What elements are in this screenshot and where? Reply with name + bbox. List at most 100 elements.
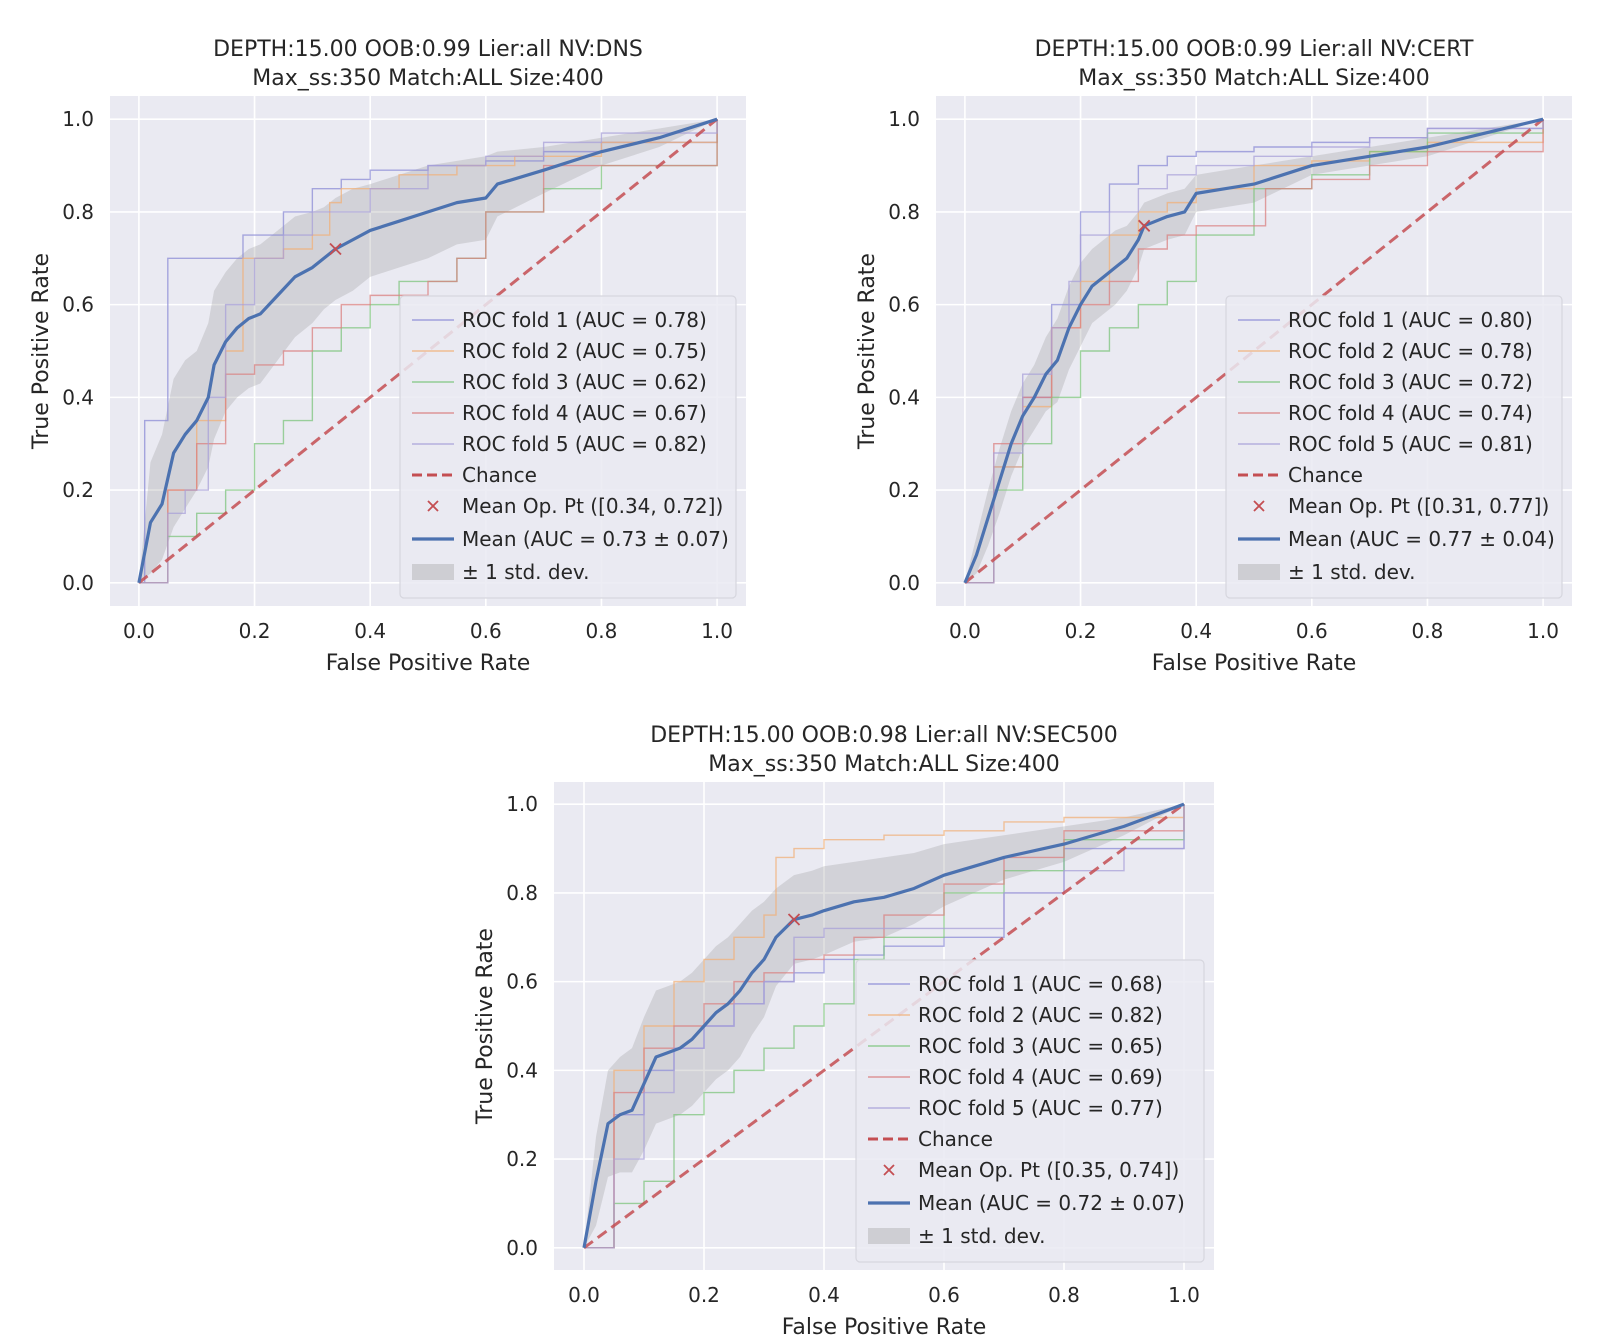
- y-tick-label: 0.8: [888, 200, 920, 224]
- legend-band-swatch: [412, 564, 454, 580]
- legend-label: ± 1 std. dev.: [462, 560, 590, 584]
- legend-box: [855, 959, 1205, 1263]
- roc-fold-5-line: [138, 119, 718, 584]
- mean-op-point-marker: [1138, 219, 1151, 232]
- chart-title-line2: Max_ss:350 Match:ALL Size:400: [708, 752, 1059, 777]
- chart-title-line1: DEPTH:15.00 OOB:0.99 Lier:all NV:CERT: [1035, 37, 1474, 62]
- chart-title-line2: Max_ss:350 Match:ALL Size:400: [1078, 66, 1429, 91]
- legend-label: ROC fold 5 (AUC = 0.82): [462, 432, 707, 456]
- legend-label: Mean (AUC = 0.73 ± 0.07): [462, 527, 729, 551]
- legend-label: ROC fold 4 (AUC = 0.69): [918, 1065, 1163, 1089]
- legend-band-swatch: [868, 1228, 910, 1244]
- y-tick-label: 1.0: [888, 107, 920, 131]
- x-axis-label: False Positive Rate: [782, 1315, 986, 1340]
- x-tick-label: 0.0: [568, 1283, 600, 1307]
- chance-line: [137, 118, 719, 584]
- y-tick-label: 0.2: [888, 478, 920, 502]
- legend-op-point-swatch: [427, 500, 439, 512]
- legend-label: Mean Op. Pt ([0.34, 0.72]): [462, 494, 723, 518]
- legend-label: ROC fold 1 (AUC = 0.78): [462, 308, 707, 332]
- chart-panel-3: 0.0 0.2 0.4 0.6 0.8 1.0 0.0 0.2 0.4 0.6 0.8 1.0 DEPT…: [473, 723, 1214, 1340]
- legend-label: ROC fold 2 (AUC = 0.82): [918, 1003, 1163, 1027]
- y-tick-label: 0.8: [506, 881, 538, 905]
- mean-op-point-marker: [787, 913, 801, 926]
- x-tick-label: 0.0: [949, 619, 981, 643]
- roc-fold-5-line: [584, 804, 1185, 1249]
- x-tick-label: 0.6: [470, 619, 502, 643]
- y-tick-label: 0.8: [62, 200, 94, 224]
- x-tick-label: 0.0: [123, 619, 155, 643]
- y-tick-label: 0.4: [888, 385, 920, 409]
- x-tick-label: 0.4: [354, 619, 386, 643]
- x-tick-label: 0.2: [239, 619, 271, 643]
- legend-label: Mean Op. Pt ([0.31, 0.77]): [1288, 494, 1549, 518]
- legend-box: [1225, 295, 1563, 599]
- x-tick-label: 1.0: [1168, 1283, 1200, 1307]
- legend-label: Mean (AUC = 0.77 ± 0.04): [1288, 527, 1555, 551]
- legend-box: [399, 295, 737, 599]
- chart-panel-1: 0.0 0.2 0.4 0.6 0.8 1.0 0.0 0.2 0.4 0.6 0.8 1.0 DEPT…: [29, 37, 746, 676]
- chance-line: [963, 118, 1545, 584]
- y-tick-label: 0.6: [506, 970, 538, 994]
- legend-label: Chance: [462, 463, 537, 487]
- chart-panel-2: 0.0 0.2 0.4 0.6 0.8 1.0 0.0 0.2 0.4 0.6 0.8 1.0 DEPT…: [855, 37, 1572, 676]
- legend: ROC fold 1 (AUC = 0.68) ROC fold 2 (AUC =…: [855, 959, 1205, 1263]
- x-tick-label: 1.0: [701, 619, 733, 643]
- y-axis-label: True Positive Rate: [855, 253, 880, 450]
- y-tick-label: 1.0: [62, 107, 94, 131]
- y-tick-label: 0.0: [62, 571, 94, 595]
- legend-label: ROC fold 3 (AUC = 0.65): [918, 1034, 1163, 1058]
- x-axis-label: False Positive Rate: [326, 651, 530, 676]
- mean-roc-line: [963, 117, 1544, 584]
- legend-label: Mean Op. Pt ([0.35, 0.74]): [918, 1158, 1179, 1182]
- mean-roc-line: [582, 802, 1185, 1249]
- y-tick-label: 0.4: [62, 385, 94, 409]
- x-tick-label: 0.8: [1412, 619, 1444, 643]
- y-tick-label: 0.6: [62, 293, 94, 317]
- legend-label: Chance: [1288, 463, 1363, 487]
- x-tick-label: 0.2: [688, 1283, 720, 1307]
- chart-title-line2: Max_ss:350 Match:ALL Size:400: [252, 66, 603, 91]
- x-tick-label: 0.6: [928, 1283, 960, 1307]
- x-axis-label: False Positive Rate: [1152, 651, 1356, 676]
- legend-label: ROC fold 2 (AUC = 0.78): [1288, 339, 1533, 363]
- legend-label: ROC fold 4 (AUC = 0.67): [462, 401, 707, 425]
- mean-op-point-marker: [329, 242, 342, 256]
- legend-label: ROC fold 1 (AUC = 0.68): [918, 972, 1163, 996]
- roc-fold-4-line: [138, 119, 718, 584]
- x-tick-label: 1.0: [1527, 619, 1559, 643]
- legend-label: Chance: [918, 1127, 993, 1151]
- x-tick-label: 0.8: [586, 619, 618, 643]
- x-tick-label: 0.4: [1180, 619, 1212, 643]
- legend-label: ROC fold 5 (AUC = 0.77): [918, 1096, 1163, 1120]
- y-axis-label: True Positive Rate: [29, 253, 54, 450]
- y-tick-label: 1.0: [506, 792, 538, 816]
- legend-label: ROC fold 3 (AUC = 0.72): [1288, 370, 1533, 394]
- x-tick-label: 0.2: [1065, 619, 1097, 643]
- x-tick-label: 0.8: [1048, 1283, 1080, 1307]
- legend-label: ± 1 std. dev.: [1288, 560, 1416, 584]
- roc-fold-3-line: [584, 804, 1185, 1249]
- legend: ROC fold 1 (AUC = 0.80) ROC fold 2 (AUC =…: [1225, 295, 1563, 599]
- legend-label: ROC fold 2 (AUC = 0.75): [462, 339, 707, 363]
- legend-label: Mean (AUC = 0.72 ± 0.07): [918, 1191, 1185, 1215]
- roc-fold-2-line: [584, 804, 1185, 1249]
- y-axis-label: True Positive Rate: [473, 928, 498, 1125]
- y-tick-label: 0.0: [506, 1236, 538, 1260]
- chance-line: [583, 802, 1185, 1250]
- legend-op-point-swatch: [883, 1164, 895, 1176]
- y-tick-label: 0.4: [506, 1058, 538, 1082]
- legend-label: ROC fold 3 (AUC = 0.62): [462, 370, 707, 394]
- legend-label: ROC fold 1 (AUC = 0.80): [1288, 308, 1533, 332]
- legend-label: ROC fold 5 (AUC = 0.81): [1288, 432, 1533, 456]
- roc-fold-3-line: [964, 119, 1544, 584]
- y-tick-label: 0.0: [888, 571, 920, 595]
- legend-label: ROC fold 4 (AUC = 0.74): [1288, 401, 1533, 425]
- chart-title-line1: DEPTH:15.00 OOB:0.98 Lier:all NV:SEC500: [650, 723, 1118, 748]
- y-tick-label: 0.2: [506, 1147, 538, 1171]
- legend-band-swatch: [1238, 564, 1280, 580]
- x-tick-label: 0.6: [1296, 619, 1328, 643]
- mean-roc-line: [137, 117, 718, 584]
- chart-title-line1: DEPTH:15.00 OOB:0.99 Lier:all NV:DNS: [213, 37, 643, 62]
